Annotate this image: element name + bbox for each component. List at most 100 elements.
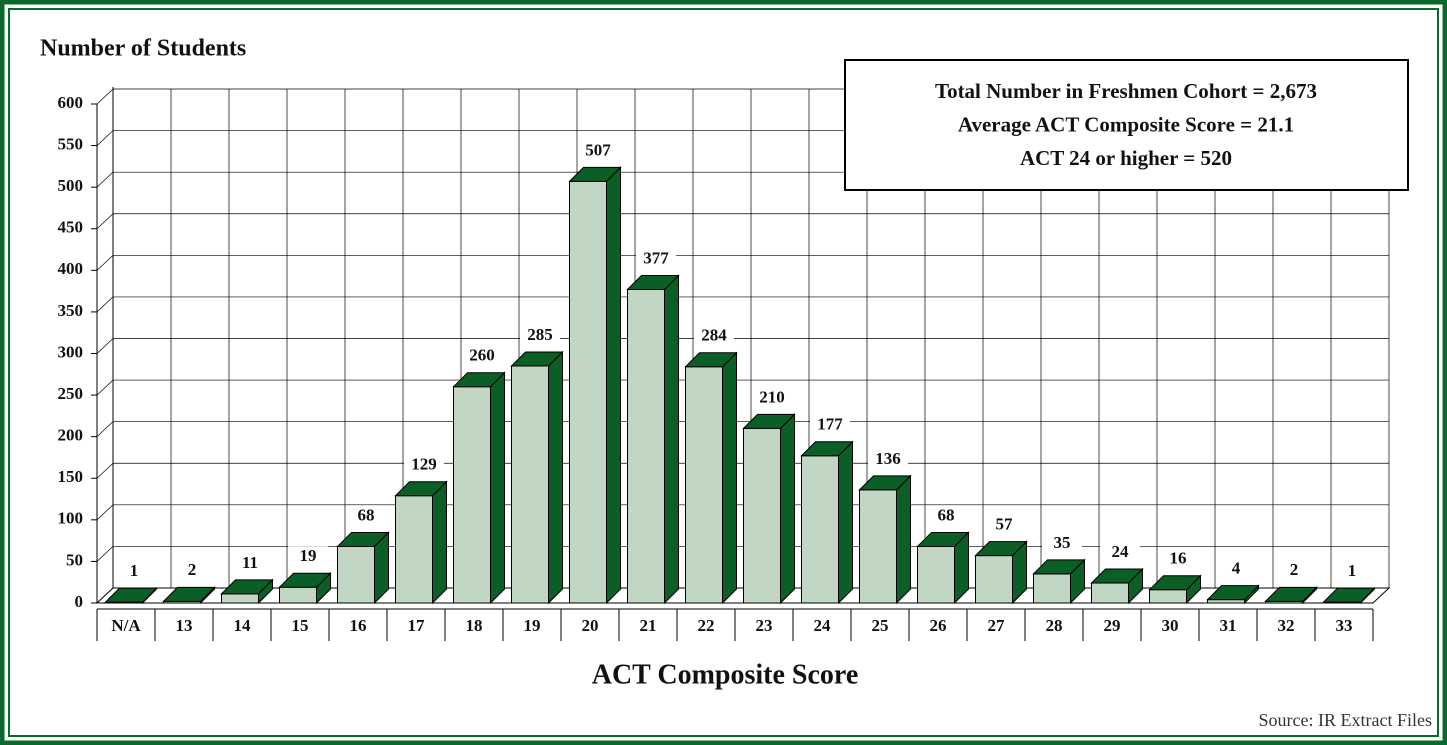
value-label-bg xyxy=(636,248,676,271)
bar-top xyxy=(278,572,332,588)
bar xyxy=(1322,586,1376,605)
grid-line xyxy=(96,546,114,562)
x-tick-label: N/A xyxy=(111,616,141,635)
bar-front xyxy=(221,593,259,604)
bar xyxy=(1264,586,1318,605)
bar-side xyxy=(664,274,679,605)
y-tick-label: 600 xyxy=(58,93,84,112)
bar xyxy=(1206,584,1260,605)
bar-top xyxy=(1206,585,1260,601)
value-label: 1 xyxy=(130,561,139,580)
bar-top xyxy=(684,352,738,368)
bar-side xyxy=(606,166,621,605)
value-label: 285 xyxy=(527,325,553,344)
value-label-bg xyxy=(1332,561,1372,584)
bar-front xyxy=(685,366,723,604)
value-label: 177 xyxy=(817,415,843,434)
chart-title: Number of Students xyxy=(40,36,246,62)
y-tick-label: 400 xyxy=(58,259,84,278)
bar xyxy=(510,350,564,605)
grid-line xyxy=(96,130,114,146)
x-tick-label: 25 xyxy=(872,616,889,635)
bar-top xyxy=(336,531,390,547)
bar-front xyxy=(511,365,549,604)
y-tick-label: 100 xyxy=(58,509,84,528)
value-label: 284 xyxy=(701,326,727,345)
bar-side xyxy=(722,351,737,605)
grid-line xyxy=(96,338,114,354)
x-tick-label: 24 xyxy=(814,616,832,635)
bar xyxy=(800,440,854,605)
source: Source: IR Extract Files xyxy=(1259,710,1432,730)
x-tick-label: 20 xyxy=(582,616,599,635)
value-label-bg xyxy=(694,325,734,348)
value-label: 4 xyxy=(1232,559,1241,578)
value-label: 210 xyxy=(759,387,785,406)
grid-line xyxy=(96,171,114,188)
bar-side xyxy=(838,440,853,605)
x-tick-label: 13 xyxy=(176,616,193,635)
bar-front xyxy=(337,545,375,604)
x-tick-label: 27 xyxy=(988,616,1006,635)
y-tick-label: 0 xyxy=(75,592,84,611)
bar-front xyxy=(975,555,1013,604)
bar xyxy=(1090,567,1144,605)
value-label-bg xyxy=(172,560,212,583)
value-label: 1 xyxy=(1348,561,1357,580)
value-label-bg xyxy=(1274,560,1314,583)
bar xyxy=(916,531,970,605)
x-axis-label: ACT Composite Score xyxy=(592,659,859,690)
grid-line xyxy=(96,379,114,396)
value-label-bg xyxy=(984,514,1024,537)
x-tick-label: 32 xyxy=(1278,616,1295,635)
x-tick-label: 28 xyxy=(1046,616,1063,635)
value-label: 136 xyxy=(875,449,901,468)
grid-line xyxy=(96,88,114,105)
bar-top xyxy=(626,274,680,290)
y-tick-label: 250 xyxy=(58,384,84,403)
annotation-box xyxy=(844,59,1409,191)
x-tick-label: 17 xyxy=(408,616,426,635)
bar-front xyxy=(395,495,433,604)
bar xyxy=(162,586,216,605)
bar-top xyxy=(1322,587,1376,603)
bar-front xyxy=(859,489,897,604)
bar-side xyxy=(896,474,911,605)
bar xyxy=(974,540,1028,605)
bar-front xyxy=(569,180,607,604)
annotation: Average ACT Composite Score = 21.1 xyxy=(958,112,1294,136)
bar xyxy=(684,351,738,605)
bar-top xyxy=(510,351,564,367)
grid-line xyxy=(96,255,114,271)
y-tick-label: 550 xyxy=(58,134,84,153)
bar-top xyxy=(1264,586,1318,602)
bar-side xyxy=(432,480,447,605)
value-label-bg xyxy=(810,414,850,437)
bar-top xyxy=(742,413,796,429)
value-label-bg xyxy=(462,345,502,368)
value-label-bg xyxy=(288,546,328,569)
value-label-bg xyxy=(114,561,154,584)
value-label-bg xyxy=(1158,548,1198,571)
y-tick-label: 50 xyxy=(66,550,83,569)
value-label: 19 xyxy=(300,546,317,565)
bar-front xyxy=(801,455,839,604)
bar-top xyxy=(220,579,274,595)
value-label-bg xyxy=(230,552,270,575)
x-tick-label: 21 xyxy=(640,616,657,635)
bar-front xyxy=(1149,589,1187,604)
bar-top xyxy=(974,541,1028,557)
value-label: 2 xyxy=(1290,560,1299,579)
bar-front xyxy=(453,386,491,604)
grid-line xyxy=(96,504,114,521)
bar-front xyxy=(917,545,955,604)
value-label: 57 xyxy=(996,515,1014,534)
bar-front xyxy=(1091,582,1129,604)
bar-top xyxy=(568,166,622,182)
grid-line xyxy=(96,462,114,479)
bar xyxy=(1148,574,1202,605)
y-tick-label: 350 xyxy=(58,301,84,320)
value-label: 377 xyxy=(643,248,669,267)
